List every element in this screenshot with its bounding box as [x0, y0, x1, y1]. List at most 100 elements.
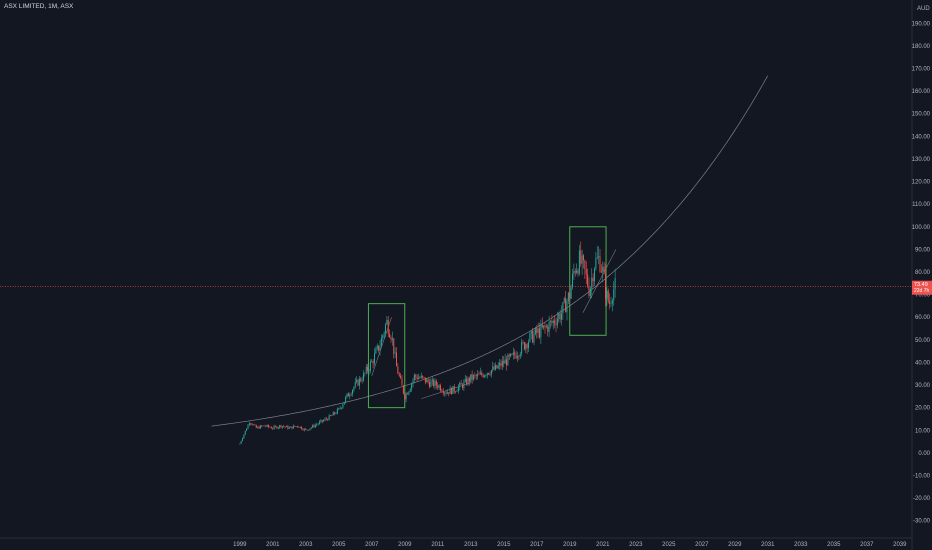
candle-body	[576, 270, 578, 273]
y-tick-label: 130.00	[912, 157, 931, 163]
candle-body	[583, 255, 584, 261]
candle-body	[295, 426, 297, 427]
y-tick-label: -10.00	[913, 474, 931, 480]
candle-body	[599, 256, 601, 272]
candle-body	[477, 374, 479, 377]
y-tick-label: 50.00	[915, 338, 931, 344]
y-tick-label: 160.00	[912, 89, 931, 95]
candle-body	[411, 383, 413, 390]
candle-body	[240, 441, 242, 444]
candle-body	[569, 292, 571, 299]
candle-body	[598, 256, 600, 258]
candle-body	[423, 376, 425, 378]
candle-body	[452, 386, 454, 394]
highlight-box[interactable]	[569, 226, 607, 336]
candle-body	[543, 325, 545, 328]
candle-body	[541, 324, 543, 328]
candle-body	[314, 424, 316, 427]
candle-body	[562, 302, 564, 314]
candle-body	[523, 342, 525, 350]
candle-body	[426, 379, 428, 383]
candle-body	[272, 428, 274, 430]
candle-body	[550, 321, 551, 322]
y-tick-label: 140.00	[912, 134, 931, 140]
candle-body	[280, 425, 282, 428]
last-price-tag-bg	[912, 280, 932, 295]
x-tick-label: 2009	[398, 542, 412, 548]
y-tick-label: 120.00	[912, 180, 931, 186]
candle-body	[554, 320, 556, 324]
y-tick-label: 170.00	[912, 67, 931, 73]
y-tick-label: 100.00	[912, 225, 931, 231]
candle-body	[372, 361, 374, 364]
candle-body	[442, 391, 444, 394]
candle-body	[580, 250, 582, 264]
candle-body	[262, 425, 264, 427]
candle-body	[294, 425, 296, 427]
candle-body	[325, 418, 327, 420]
candle-body	[446, 392, 448, 394]
candle-body	[497, 365, 499, 369]
candle-body	[522, 342, 524, 343]
candle-body	[481, 372, 483, 375]
y-tick-label: 180.00	[912, 44, 931, 50]
candle-body	[429, 382, 430, 387]
candle-body	[313, 425, 315, 427]
candle-body	[521, 342, 523, 354]
candle-body	[319, 421, 320, 424]
candle-body	[251, 423, 253, 425]
candle-body	[545, 326, 547, 328]
candle-body	[286, 426, 287, 427]
symbol-name: ASX LIMITED	[4, 3, 45, 10]
candle-body	[303, 428, 305, 431]
candle-body	[268, 425, 270, 427]
candle-body	[390, 337, 392, 340]
candle-body	[455, 391, 457, 393]
candle-body	[578, 250, 580, 274]
candle-body	[244, 430, 246, 435]
candle-body	[584, 260, 586, 270]
candle-body	[393, 338, 395, 354]
highlight-box[interactable]	[367, 303, 406, 409]
candle-body	[514, 352, 516, 356]
candle-body	[264, 425, 265, 427]
candle-body	[496, 365, 498, 369]
x-tick-label: 2029	[728, 542, 742, 548]
candle-body	[312, 425, 314, 428]
candle-body	[506, 359, 507, 366]
candle-body	[320, 420, 322, 422]
x-tick-label: 2031	[761, 542, 775, 548]
candle-body	[401, 378, 403, 386]
candle-body	[243, 434, 245, 439]
candle-body	[539, 328, 540, 338]
candle-body	[389, 333, 391, 338]
candle-body	[534, 328, 536, 335]
parabolic-curve[interactable]	[211, 75, 769, 427]
candle-body	[346, 393, 348, 398]
candle-body	[572, 273, 573, 288]
candle-body	[371, 361, 373, 363]
candle-body	[591, 277, 593, 289]
candle-body	[316, 424, 318, 425]
candle-body	[430, 381, 432, 387]
candle-body	[385, 324, 386, 334]
candle-body	[474, 375, 476, 376]
candle-body	[594, 268, 595, 282]
candle-body	[250, 423, 252, 425]
candle-body	[298, 426, 300, 428]
candle-body	[287, 426, 289, 429]
candle-body	[475, 375, 477, 377]
candle-body	[387, 319, 389, 334]
candle-body	[374, 353, 375, 364]
y-tick-label: 80.00	[915, 270, 931, 276]
candle-body	[585, 269, 587, 275]
trend-line[interactable]	[582, 249, 617, 313]
candle-body	[600, 271, 602, 273]
candle-body	[277, 427, 279, 429]
candle-body	[555, 323, 557, 326]
candle-body	[266, 425, 268, 427]
x-tick-label: 2007	[365, 542, 379, 548]
candle-body	[324, 418, 326, 421]
candle-body	[419, 377, 421, 379]
